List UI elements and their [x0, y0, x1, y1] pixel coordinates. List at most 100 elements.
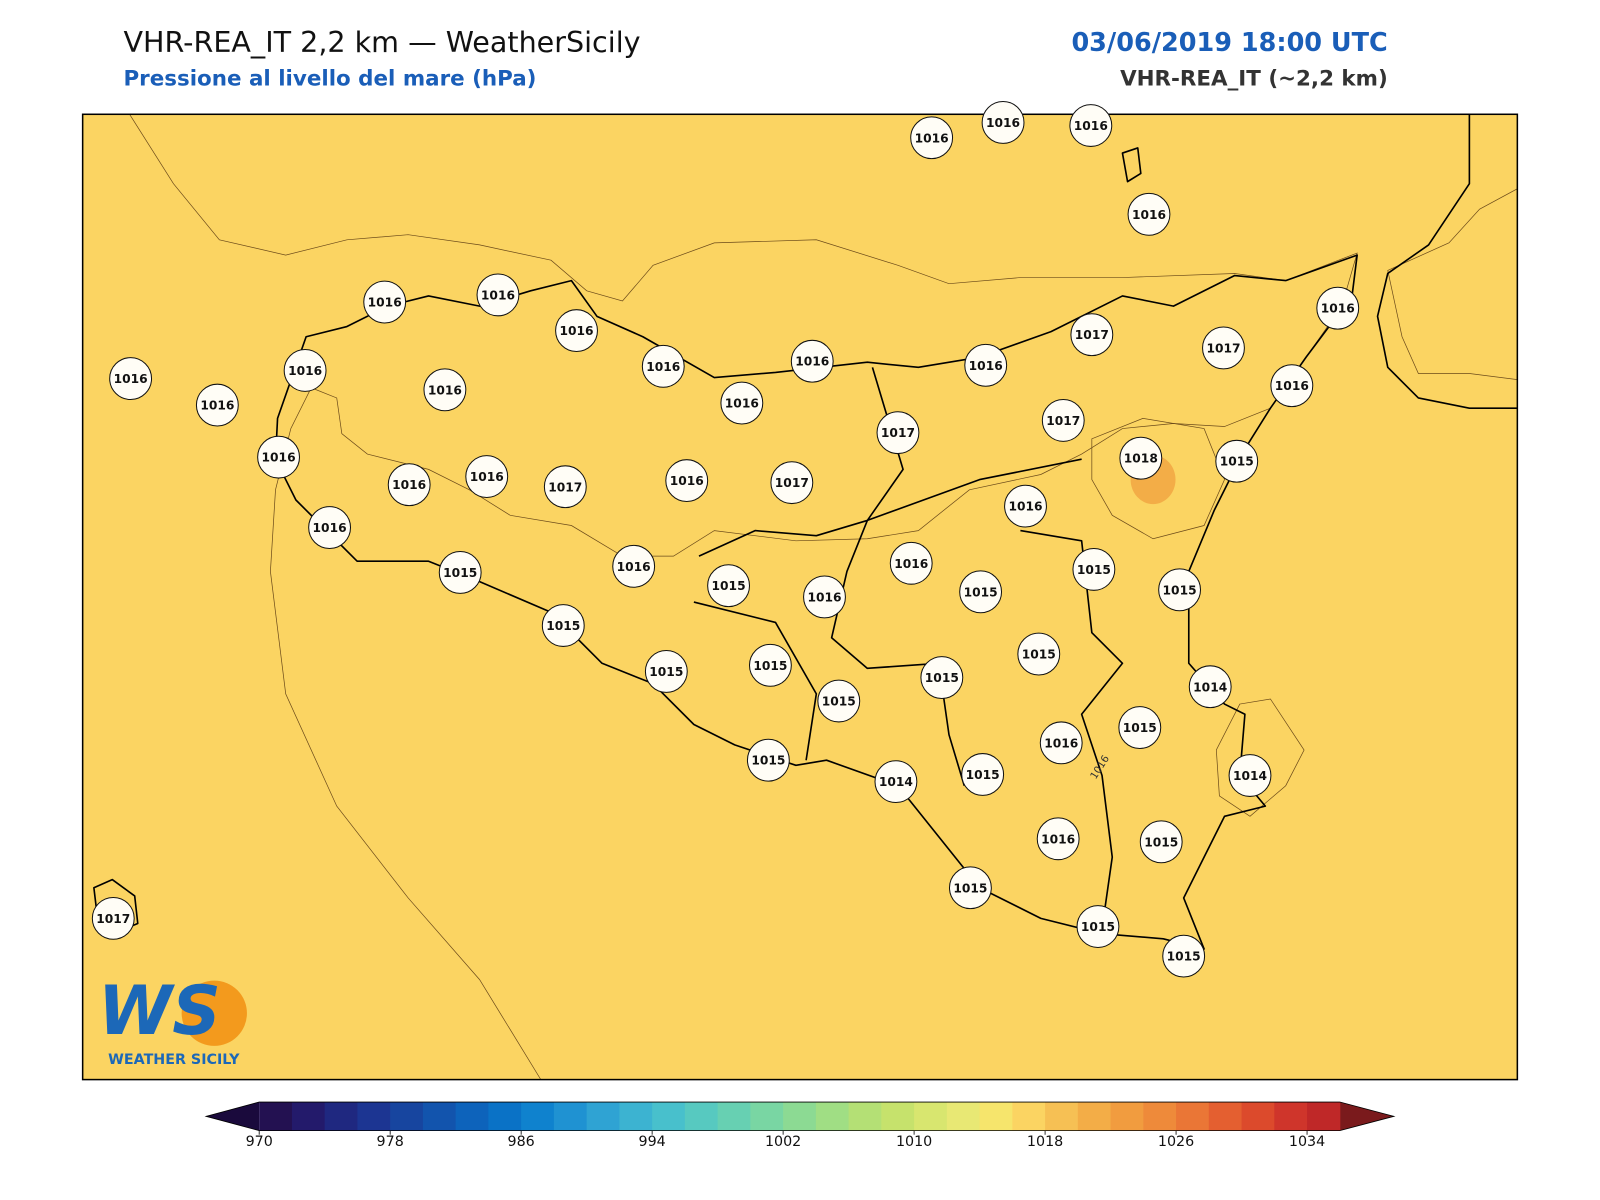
station: 1015 — [959, 570, 1003, 614]
station-marker — [465, 455, 509, 498]
colorbar-band — [815, 1102, 850, 1131]
colorbar-band — [455, 1102, 489, 1131]
coastline-lipari — [1121, 147, 1142, 183]
colorbar-tick-label: 1002 — [765, 1134, 801, 1150]
station-value: 1016 — [1275, 379, 1309, 393]
colorbar-band — [586, 1102, 620, 1131]
station-value: 1016 — [481, 288, 515, 302]
station: 1017 — [91, 896, 135, 940]
station-marker — [948, 866, 992, 910]
colorbar-band — [914, 1102, 948, 1131]
station-marker — [665, 459, 709, 503]
station-marker — [981, 101, 1025, 144]
station-marker — [817, 679, 861, 723]
station-marker — [1017, 632, 1061, 676]
station-value: 1017 — [1206, 341, 1240, 355]
station-marker — [283, 348, 327, 392]
colorbar-band — [684, 1102, 719, 1131]
colorbar-band — [422, 1102, 457, 1131]
station-value: 1015 — [751, 754, 785, 768]
logo-text: WEATHER SICILY — [108, 1052, 240, 1068]
colorbar-tick-label: 978 — [377, 1134, 404, 1150]
station: 1015 — [707, 564, 750, 608]
colorbar-band — [979, 1102, 1013, 1131]
station: 1016 — [1316, 286, 1360, 330]
station-marker — [543, 465, 587, 509]
station-value: 1014 — [1193, 680, 1227, 694]
station-marker — [1069, 104, 1113, 147]
station-value: 1016 — [969, 359, 1003, 373]
station-value: 1016 — [1321, 302, 1355, 316]
colorbar-band — [1176, 1102, 1210, 1131]
colorbar-band — [1208, 1102, 1243, 1131]
station-marker — [920, 656, 964, 699]
colorbar-extend-min — [206, 1102, 260, 1131]
colorbar-band — [848, 1102, 882, 1131]
station: 1016 — [964, 343, 1008, 387]
colorbar-band — [619, 1102, 653, 1131]
datetime: 03/06/2019 18:00 UTC — [1071, 28, 1387, 58]
station-value: 1015 — [964, 585, 998, 599]
colorbar-band — [521, 1102, 555, 1131]
station-marker — [1041, 398, 1085, 442]
station: 1015 — [1072, 547, 1116, 591]
logo-sun — [181, 980, 247, 1046]
station-value: 1015 — [1123, 721, 1157, 735]
station-marker — [91, 896, 135, 940]
field-1012 — [1215, 698, 1305, 817]
station-value: 1016 — [807, 590, 841, 604]
station: 1017 — [876, 411, 920, 455]
colorbar-band — [390, 1102, 424, 1131]
station-value: 1015 — [925, 671, 959, 685]
station-marker — [1039, 721, 1083, 765]
station-marker — [1215, 439, 1259, 483]
station: 1016 — [283, 348, 327, 392]
station-marker — [746, 738, 790, 782]
station-value: 1015 — [822, 695, 856, 709]
station-value: 1014 — [1233, 769, 1267, 783]
station: 1016 — [195, 383, 239, 427]
colorbar-band — [1045, 1102, 1079, 1131]
station-marker — [1070, 313, 1114, 357]
station: 1016 — [1069, 104, 1113, 147]
colorbar-tick-label: 994 — [639, 1134, 666, 1150]
model-label: VHR-REA_IT (~2,2 km) — [1120, 67, 1388, 92]
station-value: 1015 — [1077, 563, 1111, 577]
colorbar-tick-label: 1026 — [1158, 1134, 1194, 1150]
station-marker — [1188, 665, 1232, 709]
station-marker — [423, 368, 467, 412]
colorbar-band — [324, 1102, 358, 1131]
station: 1016 — [465, 455, 509, 498]
colorbar-band — [357, 1102, 391, 1131]
station-value: 1016 — [915, 131, 949, 145]
station-value: 1016 — [1008, 500, 1042, 514]
station-value: 1015 — [443, 566, 477, 580]
station-value: 1015 — [1022, 648, 1056, 662]
station-marker — [109, 357, 153, 400]
station-value: 1016 — [200, 399, 234, 413]
station-value: 1015 — [546, 619, 580, 633]
station-value: 1017 — [881, 426, 915, 440]
station: 1016 — [665, 459, 709, 503]
station: 1015 — [644, 650, 688, 693]
station-value: 1016 — [288, 364, 322, 378]
station-marker — [964, 343, 1008, 387]
station-marker — [195, 383, 239, 427]
station: 1014 — [874, 760, 918, 804]
station-value: 1016 — [428, 383, 462, 397]
station: 1017 — [1041, 398, 1085, 442]
colorbar-band — [717, 1102, 751, 1131]
field-1014 — [82, 114, 1518, 1080]
station-value: 1016 — [1041, 832, 1075, 846]
station-value: 1015 — [712, 579, 746, 593]
colorbar-band — [259, 1102, 293, 1131]
station: 1016 — [109, 357, 153, 400]
station-marker — [1316, 286, 1360, 330]
province-borders — [693, 367, 1124, 929]
colorbar-band — [1077, 1102, 1112, 1131]
station-value: 1016 — [986, 116, 1020, 130]
station-value: 1015 — [1081, 920, 1115, 934]
colorbar-band — [1110, 1102, 1144, 1131]
station: 1015 — [1017, 632, 1061, 676]
colorbar-band — [783, 1102, 817, 1131]
